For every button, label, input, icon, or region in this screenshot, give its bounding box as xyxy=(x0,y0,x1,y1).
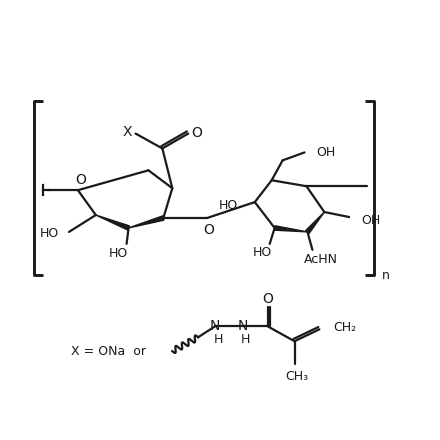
Text: HO: HO xyxy=(40,227,59,240)
Text: O: O xyxy=(192,125,202,139)
Polygon shape xyxy=(275,226,308,232)
Text: HO: HO xyxy=(253,246,272,259)
Text: O: O xyxy=(204,223,215,237)
Text: n: n xyxy=(382,269,390,282)
Text: X: X xyxy=(123,125,132,139)
Text: N: N xyxy=(238,319,248,334)
Text: CH₃: CH₃ xyxy=(285,370,308,382)
Text: HO: HO xyxy=(218,198,238,212)
Polygon shape xyxy=(96,215,129,230)
Polygon shape xyxy=(128,216,164,228)
Text: N: N xyxy=(210,319,220,334)
Text: H: H xyxy=(241,333,250,346)
Text: X = ONa  or: X = ONa or xyxy=(71,345,146,358)
Text: AcHN: AcHN xyxy=(304,253,338,266)
Polygon shape xyxy=(306,212,324,233)
Text: HO: HO xyxy=(109,247,128,260)
Text: O: O xyxy=(262,292,273,305)
Text: H: H xyxy=(213,333,223,346)
Text: O: O xyxy=(75,173,86,187)
Text: OH: OH xyxy=(316,146,336,159)
Text: OH: OH xyxy=(361,213,380,227)
Text: CH₂: CH₂ xyxy=(333,321,356,334)
